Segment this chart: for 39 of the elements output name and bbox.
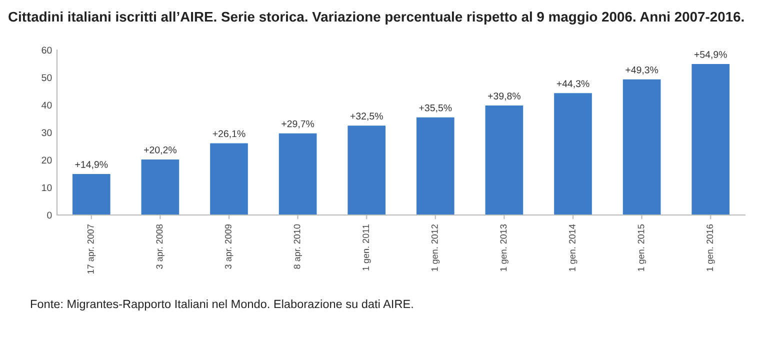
bar <box>278 133 317 215</box>
bar <box>141 159 180 215</box>
data-label: +14,9% <box>75 161 108 170</box>
data-label: +32,5% <box>350 112 383 121</box>
x-tick-label: 1 gen. 2014 <box>569 224 578 272</box>
bar <box>72 174 110 215</box>
source-note: Fonte: Migrantes-Rapporto Italiani nel Mondo. Elaborazione su dati AIRE. <box>30 299 413 311</box>
x-tick-label: 8 apr. 2010 <box>294 224 302 269</box>
y-tick-label: 20 <box>42 156 52 164</box>
bar <box>210 143 248 215</box>
data-label: +20,2% <box>144 146 176 155</box>
chart-title: Cittadini italiani iscritti all’AIRE. Serie storica. Variazione percentuale rispetto al 9 maggio 2006. Anni 2007-2016. <box>8 11 744 25</box>
bar <box>348 126 386 215</box>
x-tick-label: 3 apr. 2008 <box>156 224 164 269</box>
y-tick-label: 40 <box>42 102 52 109</box>
x-tick-label: 17 apr. 2007 <box>87 224 96 274</box>
data-label: +54,9% <box>694 51 727 60</box>
data-label: +26,1% <box>212 130 246 138</box>
bar <box>485 106 524 215</box>
x-tick-label: 1 gen. 2015 <box>638 224 646 272</box>
bar <box>622 79 661 215</box>
x-tick-label: 1 gen. 2013 <box>500 224 508 272</box>
x-tick-label: 1 gen. 2016 <box>706 224 715 272</box>
data-label: +44,3% <box>556 80 590 88</box>
y-tick-label: 0 <box>47 212 52 219</box>
y-tick-label: 50 <box>42 74 52 82</box>
y-tick-label: 10 <box>42 184 52 192</box>
y-tick-label: 30 <box>42 129 52 136</box>
bar <box>692 64 730 215</box>
data-label: +35,5% <box>419 104 452 112</box>
bar <box>554 93 592 215</box>
y-tick-label: 60 <box>42 46 52 54</box>
x-tick-label: 3 apr. 2009 <box>225 224 234 269</box>
x-tick-label: 1 gen. 2011 <box>362 224 371 270</box>
data-label: +29,7% <box>282 120 314 128</box>
bar <box>416 117 454 215</box>
data-label: +49,3% <box>626 66 658 74</box>
x-tick-label: 1 gen. 2012 <box>431 224 440 272</box>
data-label: +39,8% <box>488 92 520 101</box>
